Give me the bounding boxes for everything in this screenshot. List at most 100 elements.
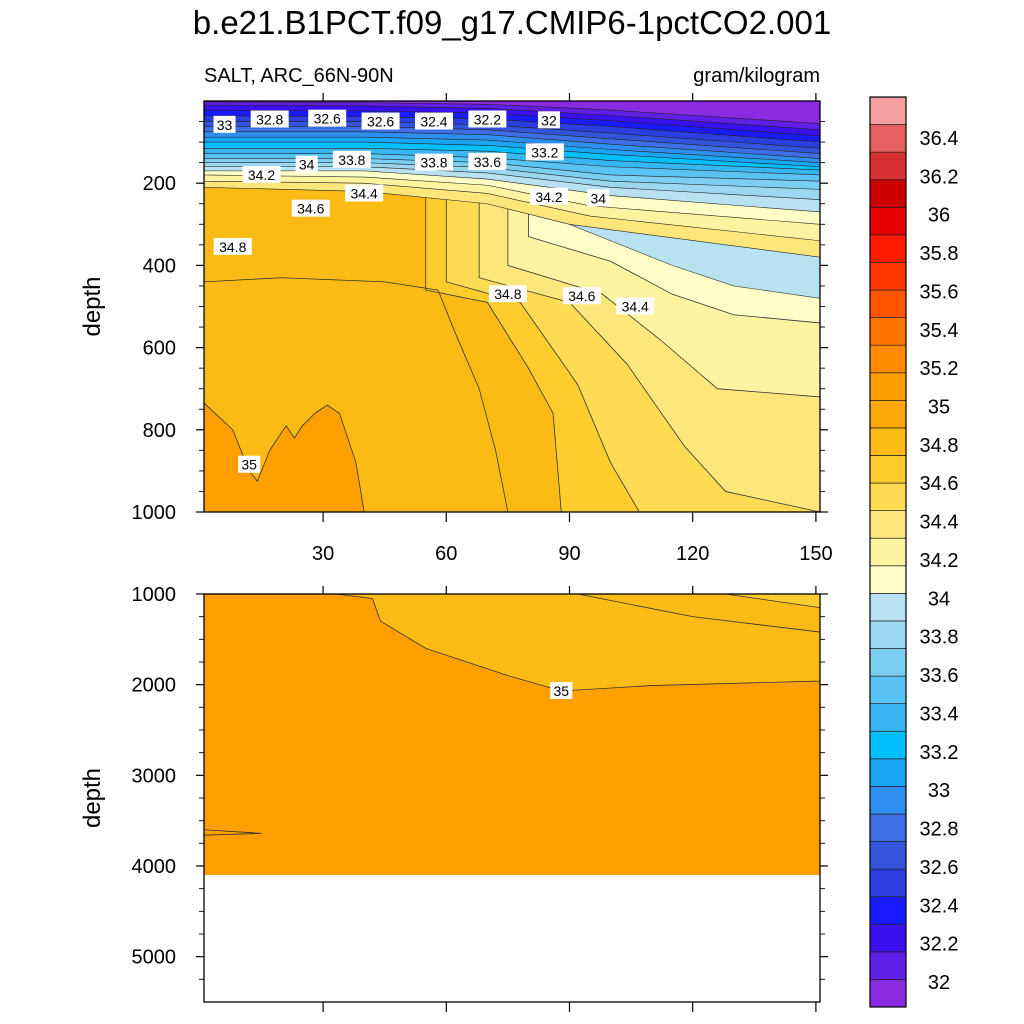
colorbar-swatch <box>869 648 907 677</box>
contour-label-text: 34.6 <box>297 201 324 217</box>
top-panel: 200 400 600 800 1000 30 60 90 120 150 depth 33 32.8 3… <box>79 93 833 565</box>
top-y-tick-label: 800 <box>143 420 176 442</box>
colorbar: 32 32.2 32.4 32.6 32.8 33 33.2 33.4 33.6 33.8 34 34… <box>869 96 959 1008</box>
contour-label: 33.8 <box>414 153 453 171</box>
contour-label: 34.8 <box>213 237 252 255</box>
contour-label-text: 34.8 <box>494 286 521 302</box>
contour-label-text: 32.8 <box>256 111 283 127</box>
colorbar-swatch <box>869 896 907 925</box>
colorbar-swatch <box>869 455 907 484</box>
contour-label-box <box>213 237 252 255</box>
colorbar-swatch <box>869 151 907 181</box>
contour-label-text: 32.4 <box>420 114 447 130</box>
contour-label-text: 34 <box>590 190 606 206</box>
contour-label: 34.4 <box>345 184 384 202</box>
top-x-tick-label: 120 <box>676 543 709 565</box>
colorbar-label: 34.4 <box>920 512 959 534</box>
colorbar-label: 34.2 <box>920 550 959 572</box>
top-y-tick-label: 1000 <box>132 502 177 524</box>
contour-label-box <box>529 187 568 205</box>
colorbar-swatch <box>869 399 907 429</box>
contour-label-text: 32.6 <box>367 114 394 130</box>
fill-salty-lobe <box>204 402 365 512</box>
top-y-axis-label: depth <box>79 276 106 336</box>
colorbar-label: 32.8 <box>920 819 959 841</box>
bottom-y-tick-label: 1000 <box>132 584 177 606</box>
colorbar-swatch <box>869 923 907 953</box>
colorbar-label: 35.2 <box>920 358 959 380</box>
contour-label: 33.2 <box>525 143 564 161</box>
colorbar-swatch <box>869 206 907 236</box>
contour-label: 32.6 <box>308 109 347 127</box>
colorbar-swatch <box>869 620 907 649</box>
contour-label-box <box>488 285 527 303</box>
chart-left-subtitle: SALT, ARC_66N-90N <box>204 65 394 87</box>
top-y-tick-label: 400 <box>143 255 176 277</box>
contour-label-text: 32.2 <box>474 111 501 127</box>
colorbar-label: 36.2 <box>920 166 959 188</box>
top-y-tick-label: 600 <box>143 338 176 360</box>
contour-label-box <box>468 110 507 128</box>
bottom-y-axis-label: depth <box>79 768 106 828</box>
colorbar-swatch <box>869 317 907 346</box>
contour-label-text: 32.6 <box>314 111 341 127</box>
colorbar-label: 32.6 <box>920 857 959 879</box>
top-x-tick-label: 90 <box>558 543 580 565</box>
contour-label-box <box>250 110 289 128</box>
colorbar-swatch <box>869 482 907 511</box>
colorbar-frame <box>869 96 907 1008</box>
contour-label: 34 <box>587 189 610 207</box>
contour-label-text: 34.8 <box>219 239 246 255</box>
contour-label-box <box>213 115 236 133</box>
bottom-fill-upper-3 <box>725 594 820 609</box>
contour-label-box <box>242 165 281 183</box>
contour-label-text: 34 <box>299 157 315 173</box>
contour-label: 34.4 <box>616 297 655 315</box>
colorbar-swatch <box>869 510 907 539</box>
colorbar-swatch <box>869 262 907 291</box>
colorbar-swatch <box>869 344 907 374</box>
bottom-fill-lens <box>204 829 262 836</box>
bottom-fill-upper-2 <box>577 594 820 633</box>
colorbar-label: 35.4 <box>920 320 959 342</box>
contour-label: 33.6 <box>468 152 507 170</box>
contour-label-box <box>414 153 453 171</box>
bottom-panel: 1000 2000 3000 4000 5000 depth 35 <box>79 584 828 1012</box>
colorbar-label: 35.8 <box>920 243 959 265</box>
colorbar-label: 35.6 <box>920 281 959 303</box>
bottom-fill-upper <box>335 594 820 692</box>
colorbar-swatch <box>869 951 907 980</box>
colorbar-swatch <box>869 813 907 842</box>
contour-line-34-9 <box>204 277 509 512</box>
bottom-y-tick-label: 4000 <box>132 856 177 878</box>
colorbar-swatch <box>869 565 907 594</box>
colorbar-swatch <box>869 786 907 815</box>
contour-label-text: 33.6 <box>474 154 501 170</box>
contour-label-text: 34.2 <box>248 167 275 183</box>
contour-label-box <box>525 143 564 161</box>
contour-label-box <box>537 111 560 129</box>
colorbar-label: 34 <box>928 588 950 610</box>
contour-label-text: 34.2 <box>535 189 562 205</box>
contour-label: 33 <box>213 115 236 133</box>
top-x-tick-label: 150 <box>799 543 832 565</box>
contour-label: 34.8 <box>488 285 527 303</box>
contour-label: 34.2 <box>529 187 568 205</box>
contour-label-box <box>587 189 610 207</box>
contour-label: 34.6 <box>291 199 330 217</box>
contour-label-box <box>361 112 400 130</box>
contour-label-text: 33.8 <box>420 155 447 171</box>
colorbar-label: 35 <box>928 397 950 419</box>
contour-label: 35 <box>550 682 573 700</box>
contour-label: 33.8 <box>332 150 371 168</box>
bottom-y-tick-label: 2000 <box>132 675 177 697</box>
contour-label: 32.8 <box>250 110 289 128</box>
colorbar-swatch <box>869 675 907 705</box>
colorbar-swatch <box>869 124 907 153</box>
contour-label-text: 33.2 <box>531 144 558 160</box>
contour-label: 32.2 <box>468 110 507 128</box>
colorbar-label: 32 <box>928 972 950 994</box>
colorbar-swatch <box>869 289 907 318</box>
chart-title: b.e21.B1PCT.f09_g17.CMIP6-1pctCO2.001 <box>193 4 831 41</box>
